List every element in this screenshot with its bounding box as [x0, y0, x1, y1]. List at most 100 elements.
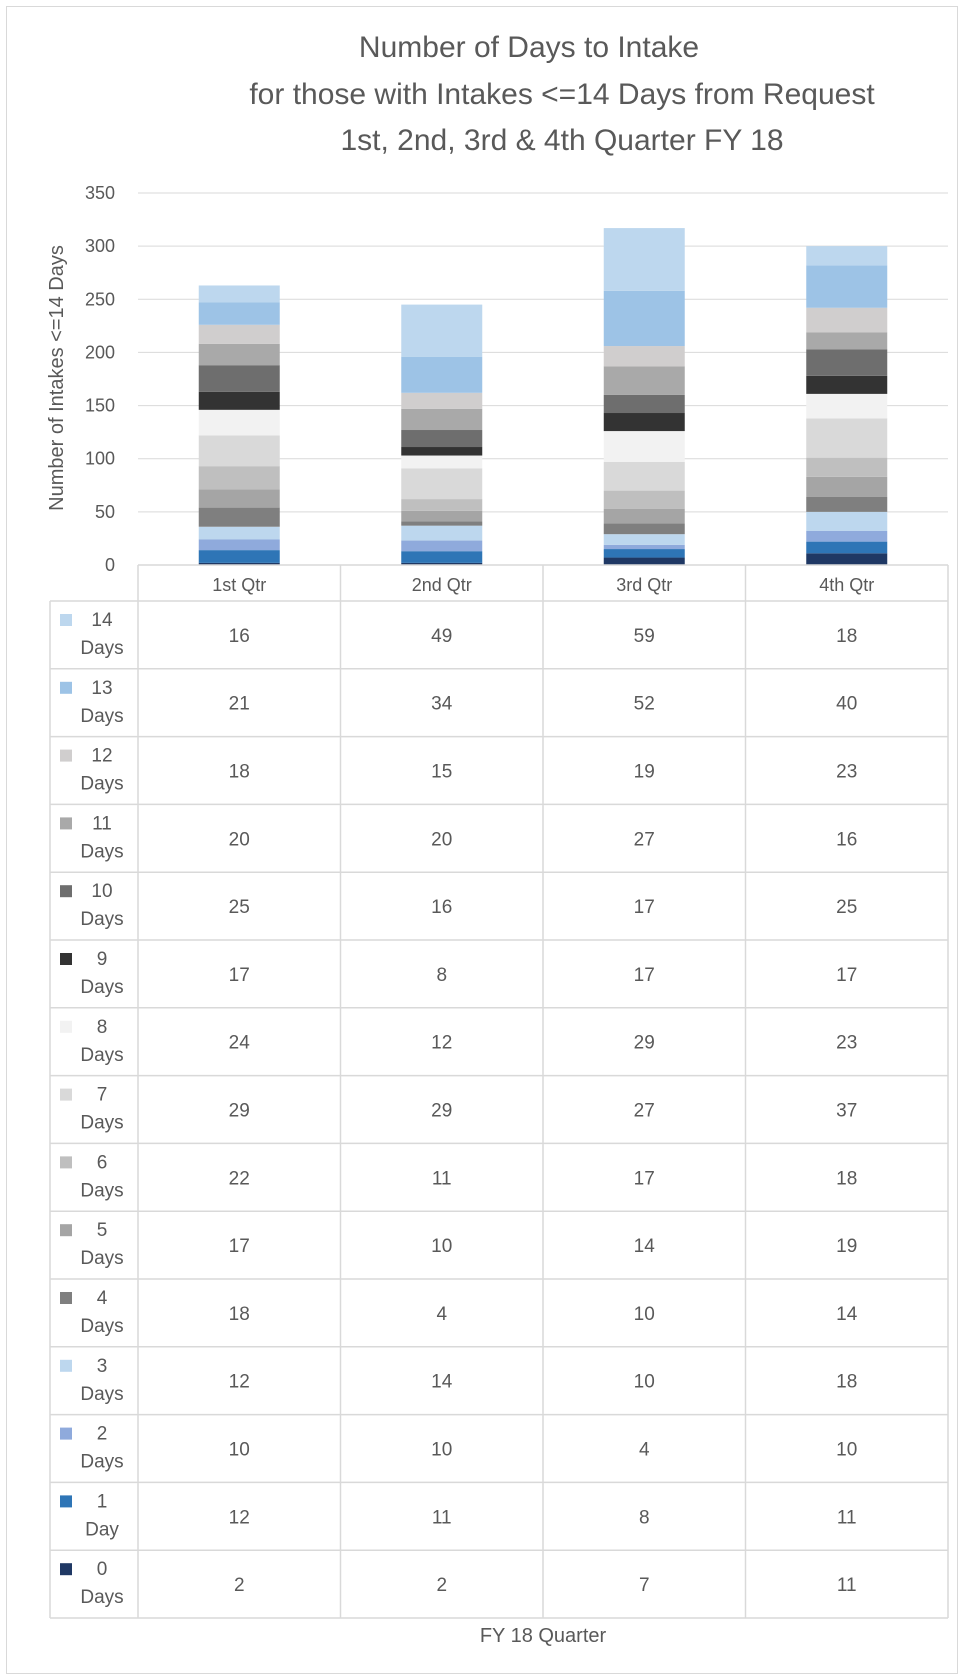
bar-segment	[806, 541, 888, 554]
table-cell: 27	[634, 829, 655, 850]
table-cell: 2	[234, 1575, 245, 1596]
bar-segment	[603, 290, 685, 347]
bar-segment	[603, 228, 685, 291]
legend-swatch	[60, 614, 72, 626]
table-cell: 18	[229, 1304, 250, 1325]
bar-segment	[603, 431, 685, 462]
table-cell: 17	[836, 965, 857, 986]
bar-segment	[806, 307, 888, 333]
bar-segment	[401, 304, 483, 357]
table-cell: 14	[431, 1372, 453, 1393]
bar-segment	[401, 525, 483, 541]
table-cell: 14	[836, 1304, 858, 1325]
bar-segment	[198, 562, 280, 565]
table-cell: 16	[229, 626, 250, 647]
y-tick-label: 200	[85, 342, 115, 362]
table-cell: 24	[229, 1033, 251, 1054]
bar-segment	[603, 508, 685, 524]
table-cell: 34	[431, 694, 453, 715]
bar-segment	[806, 511, 888, 531]
bar-segment	[401, 562, 483, 565]
table-cell: 20	[431, 829, 452, 850]
table-cell: 7	[639, 1575, 650, 1596]
bar-segment	[401, 499, 483, 511]
table-cell: 17	[634, 965, 655, 986]
y-tick-label: 150	[85, 396, 115, 416]
legend-label-unit: Days	[80, 1180, 123, 1201]
bar-segment	[806, 246, 888, 266]
bar-segment	[806, 553, 888, 565]
bar-segment	[198, 343, 280, 366]
table-cell: 16	[836, 829, 857, 850]
bar-segment	[806, 530, 888, 542]
table-cell: 49	[431, 626, 452, 647]
legend-label-unit: Days	[80, 1113, 123, 1134]
y-tick-label: 300	[85, 236, 115, 256]
x-category-label: 2nd Qtr	[412, 575, 472, 595]
legend-swatch	[60, 681, 72, 694]
table-cell: 29	[229, 1101, 250, 1122]
table-cell: 10	[836, 1440, 857, 1461]
bar-segment	[806, 418, 888, 458]
bar-segment	[401, 408, 483, 431]
table-cell: 10	[634, 1304, 655, 1325]
table-cell: 40	[836, 694, 857, 715]
table-cell: 19	[634, 762, 655, 783]
table-cell: 18	[836, 1168, 857, 1189]
bar-segment	[198, 489, 280, 508]
table-cell: 29	[634, 1033, 655, 1054]
table-cell: 17	[229, 1236, 250, 1257]
table-cell: 11	[432, 1507, 452, 1528]
table-cell: 15	[431, 762, 452, 783]
legend-swatch	[60, 885, 72, 898]
chart-title-line-1: Number of Days to Intake	[359, 31, 699, 64]
bar-segment	[603, 544, 685, 550]
legend-label-unit: Days	[80, 1316, 123, 1337]
legend-label: 0	[97, 1559, 108, 1580]
bar-segment	[806, 349, 888, 376]
legend-swatch	[60, 953, 72, 965]
y-tick-label: 100	[85, 449, 115, 469]
table-cell: 59	[634, 626, 655, 647]
table-cell: 11	[432, 1168, 452, 1189]
bar-segment	[806, 332, 888, 350]
legend-label-unit: Days	[80, 1452, 123, 1473]
table-cell: 27	[634, 1101, 655, 1122]
table-cell: 18	[836, 1372, 857, 1393]
legend-label: 12	[91, 746, 112, 767]
legend-label: 13	[91, 678, 112, 699]
legend-label-unit: Days	[80, 977, 123, 998]
x-category-label: 1st Qtr	[212, 575, 266, 595]
table-cell: 19	[836, 1236, 857, 1257]
bar-segment	[603, 523, 685, 535]
table-cell: 11	[837, 1575, 857, 1596]
y-tick-label: 0	[105, 555, 115, 575]
legend-swatch	[60, 1427, 72, 1440]
legend-swatch	[60, 1224, 72, 1237]
legend-swatch	[60, 1563, 72, 1576]
bar-segment	[401, 392, 483, 409]
table-cell: 18	[229, 762, 250, 783]
legend-label: 6	[97, 1152, 108, 1173]
table-cell: 8	[639, 1507, 650, 1528]
y-axis-label: Number of Intakes <=14 Days	[46, 245, 68, 511]
table-cell: 37	[836, 1101, 857, 1122]
legend-label-unit: Days	[80, 1384, 123, 1405]
legend-swatch	[60, 817, 72, 830]
legend-label: 3	[97, 1356, 108, 1377]
bar-segment	[603, 549, 685, 558]
bar-segment	[806, 457, 888, 477]
chart-title-line-3: 1st, 2nd, 3rd & 4th Quarter FY 18	[340, 124, 783, 157]
bar-segment	[401, 551, 483, 563]
legend-label: 14	[91, 610, 113, 631]
bar-segment	[198, 466, 280, 490]
bar-segment	[198, 409, 280, 436]
table-cell: 23	[836, 1033, 857, 1054]
table-cell: 12	[229, 1372, 250, 1393]
bar-segment	[806, 265, 888, 308]
table-cell: 4	[436, 1304, 447, 1325]
legend-label: 2	[97, 1424, 108, 1445]
table-cell: 16	[431, 897, 452, 918]
bar-segment	[401, 521, 483, 526]
